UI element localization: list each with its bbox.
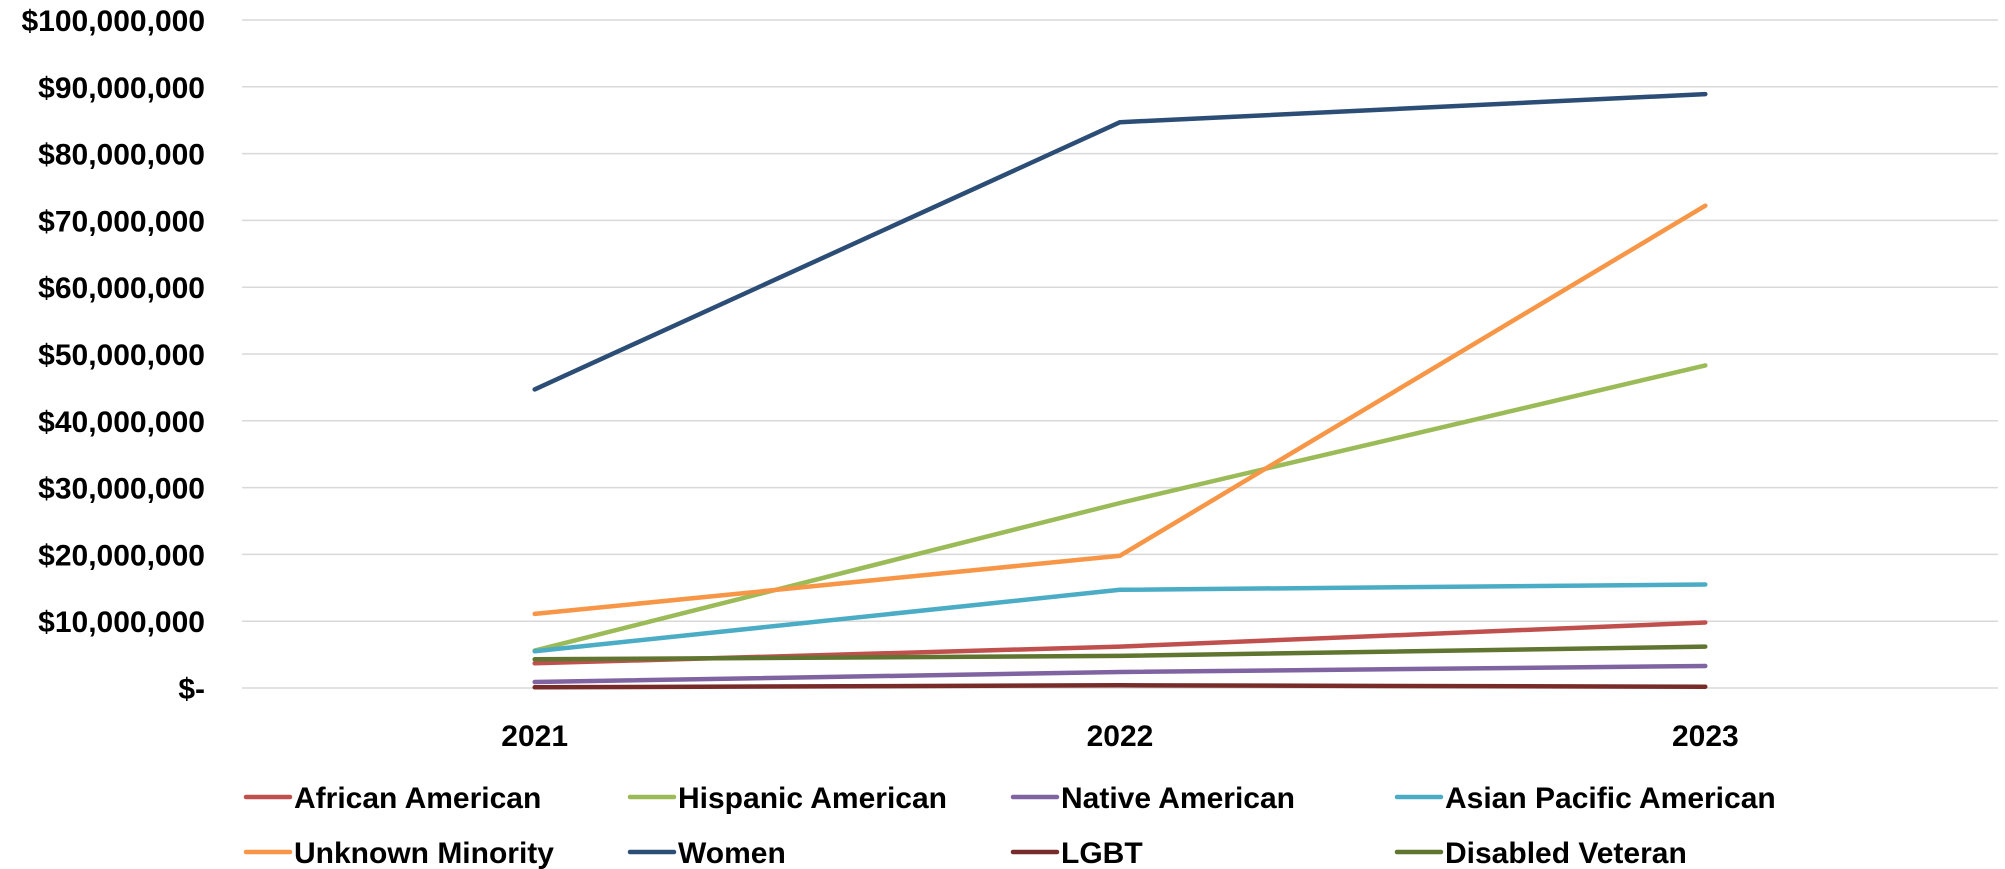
y-tick-label: $70,000,000 [38,205,205,238]
legend-label: Native American [1061,782,1295,815]
legend-label: Disabled Veteran [1445,837,1687,869]
legend-label: Women [678,837,786,869]
legend-label: African American [294,782,541,815]
series-line-hispanic-american [532,363,1708,653]
legend-label: Unknown Minority [294,837,554,869]
legend-label: LGBT [1061,837,1143,869]
legend-label: Hispanic American [678,782,947,815]
x-tick-label: 2022 [1087,720,1154,753]
series-line-disabled-veteran [532,644,1708,662]
legend-item-unknown-minority: Unknown Minority [243,837,554,869]
y-tick-label: $100,000,000 [21,5,205,38]
y-tick-label: $50,000,000 [38,339,205,372]
y-tick-label: $10,000,000 [38,606,205,639]
x-tick-label: 2021 [501,720,568,753]
series-line-unknown-minority [532,203,1708,617]
x-axis-ticks: 2021 2022 2023 [501,720,1738,753]
series-line-asian-pacific-american [532,582,1708,654]
y-tick-label: $30,000,000 [38,473,205,506]
y-tick-label: $80,000,000 [38,139,205,172]
series-line-lgbt [532,683,1708,690]
y-tick-label: $- [178,673,205,706]
legend-label: Asian Pacific American [1445,782,1776,815]
legend-item-african-american: African American [243,782,541,815]
legend-item-native-american: Native American [1010,782,1295,815]
legend-item-disabled-veteran: Disabled Veteran [1394,837,1687,869]
legend-item-lgbt: LGBT [1010,837,1143,869]
y-tick-label: $20,000,000 [38,539,205,572]
series-line-women [532,91,1708,392]
legend-item-women: Women [627,837,786,869]
y-tick-label: $90,000,000 [38,72,205,105]
legend: African American Hispanic American Native … [243,782,1776,869]
y-tick-label: $60,000,000 [38,272,205,305]
legend-item-asian-pacific-american: Asian Pacific American [1394,782,1776,815]
x-tick-label: 2023 [1672,720,1739,753]
y-axis-ticks: $- $10,000,000 $20,000,000 $30,000,000 $40,0… [21,5,205,706]
y-tick-label: $40,000,000 [38,406,205,439]
series-lines [532,91,1708,690]
legend-item-hispanic-american: Hispanic American [627,782,947,815]
series-line-native-american [532,663,1708,685]
gridlines [242,19,1998,689]
